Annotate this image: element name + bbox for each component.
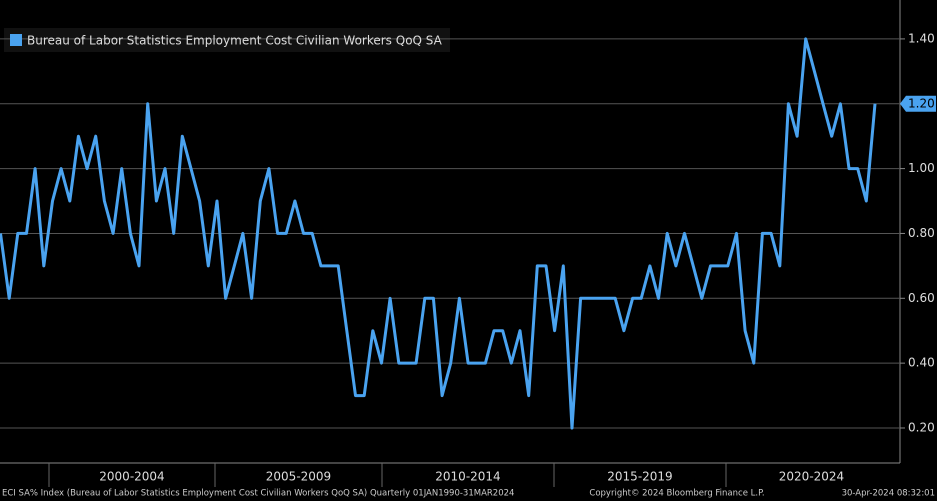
footer-center: Copyright© 2024 Bloomberg Finance L.P. — [589, 489, 764, 499]
y-tick-label: 0.20 — [908, 420, 935, 434]
y-tick-label: 0.60 — [908, 291, 935, 305]
x-period-label: 2015-2019 — [607, 470, 672, 484]
legend-box — [4, 28, 450, 52]
x-period-label: 2000-2004 — [99, 470, 164, 484]
y-tick-label: 1.00 — [908, 161, 935, 175]
x-period-label: 2020-2024 — [779, 470, 844, 484]
x-period-label: 2010-2014 — [435, 470, 500, 484]
legend-label: Bureau of Labor Statistics Employment Co… — [27, 34, 443, 48]
y-tick-label: 1.40 — [908, 31, 935, 45]
legend-swatch — [10, 34, 22, 46]
data-line — [0, 37, 877, 430]
last-value-label: 1.20 — [908, 96, 935, 110]
last-value-tag — [900, 95, 936, 112]
footer-left: ECI SA% Index (Bureau of Labor Statistic… — [2, 489, 514, 499]
x-period-label: 2005-2009 — [266, 470, 331, 484]
footer-right: 30-Apr-2024 08:32:01 — [842, 489, 935, 499]
y-tick-label: 0.80 — [908, 226, 935, 240]
y-tick-label: 0.40 — [908, 356, 935, 370]
